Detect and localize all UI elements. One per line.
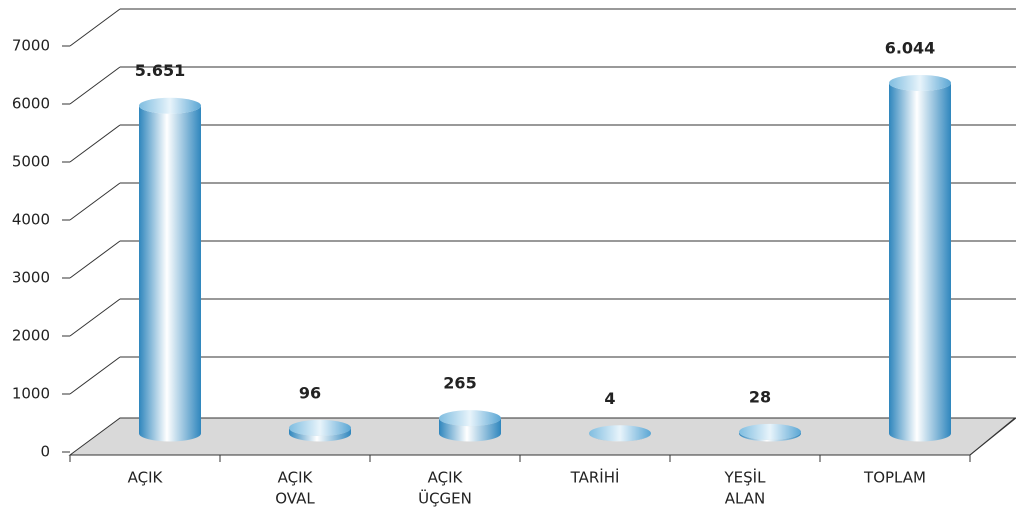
value-label: 96 (299, 383, 321, 402)
value-label: 28 (749, 387, 771, 406)
grid-line (69, 240, 121, 279)
grid-line (69, 182, 121, 221)
x-tick-label: AÇIK (278, 469, 314, 487)
bar-top (139, 97, 201, 114)
y-tick-label: 6000 (12, 95, 50, 113)
grid-line (69, 66, 121, 105)
bar-top (889, 74, 951, 91)
y-tick-label: 7000 (12, 37, 50, 55)
grid-line (69, 8, 121, 47)
y-tick-label: 4000 (12, 211, 50, 229)
bar-top (739, 423, 801, 440)
grid-line (69, 124, 121, 163)
x-tick-label: TARİHİ (570, 468, 620, 487)
x-tick-label: YEŞİL (724, 468, 767, 487)
grid-line (69, 298, 121, 337)
y-tick-label: 5000 (12, 153, 50, 171)
y-tick-label: 3000 (12, 269, 50, 287)
bar (889, 82, 951, 442)
x-tick-label: ALAN (725, 490, 765, 508)
value-label: 4 (604, 389, 615, 408)
bar (739, 431, 801, 442)
value-label: 265 (443, 374, 476, 393)
bar (139, 105, 201, 442)
y-tick-label: 0 (40, 443, 50, 461)
bar-top (589, 425, 651, 442)
x-tick-label: OVAL (275, 490, 315, 508)
bar (439, 418, 501, 442)
y-tick-label: 1000 (12, 385, 50, 403)
grid-line (69, 356, 121, 395)
x-tick-label: AÇIK (128, 469, 164, 487)
bar-top (439, 410, 501, 427)
bar (289, 427, 351, 442)
y-tick-label: 2000 (12, 327, 50, 345)
bar-top (289, 419, 351, 436)
x-tick-label: ÜÇGEN (418, 489, 472, 508)
value-label: 6.044 (885, 38, 936, 57)
floor (68, 417, 1016, 456)
value-label: 5.651 (135, 61, 186, 80)
x-tick-label: TOPLAM (863, 469, 926, 487)
floor-edge (969, 417, 1016, 456)
x-tick-label: AÇIK (428, 469, 464, 487)
